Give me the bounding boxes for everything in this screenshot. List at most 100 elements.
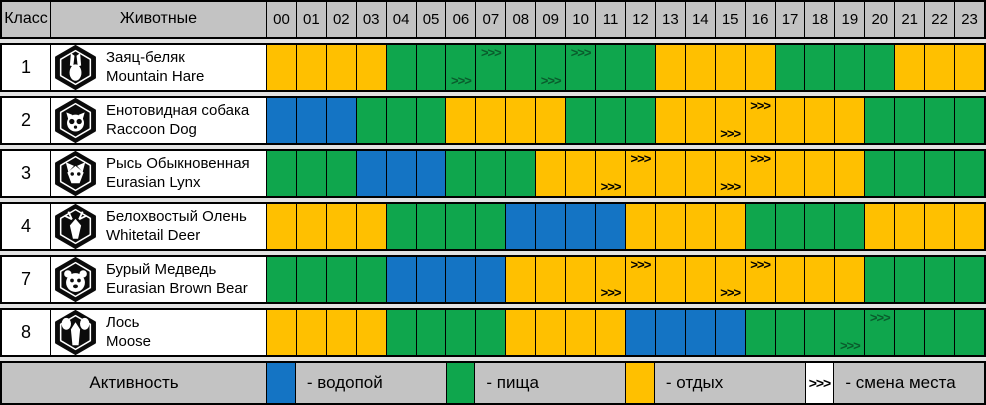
- activity-cell-h08: [505, 203, 536, 249]
- raccoon-dog-icon: [54, 97, 96, 143]
- activity-cell-h17: [774, 44, 805, 90]
- hour-header-11: 11: [595, 2, 625, 37]
- activity-cell-h18: [804, 150, 835, 196]
- hour-header-20: 20: [864, 2, 894, 37]
- activity-cell-h20: [864, 256, 895, 302]
- activity-cell-h23: [954, 44, 984, 90]
- move-marker: >>>: [839, 338, 861, 354]
- animal-row-bear: 7 Бурый Медведь Eurasian Brown Bear >>> >>> >…: [0, 254, 986, 304]
- activity-cell-h16: >>>: [744, 256, 775, 302]
- class-number: 8: [2, 309, 50, 355]
- activity-cell-h19: [834, 256, 865, 302]
- activity-cell-h02: [325, 150, 356, 196]
- activity-cell-h01: [295, 203, 326, 249]
- hare-icon: [51, 44, 99, 90]
- activity-cell-h04: [385, 256, 416, 302]
- table-header-row: Класс Животные 00 01 02 03 04 05 06 07 08 09 10 11 1…: [0, 0, 986, 39]
- activity-cell-h20: >>>: [864, 309, 895, 355]
- activity-cell-h08: [505, 256, 536, 302]
- activity-cell-h14: [684, 150, 715, 196]
- move-marker: >>>: [720, 126, 741, 142]
- activity-cell-h02: [325, 44, 356, 90]
- activity-cell-h13: [654, 203, 685, 249]
- activity-cell-h03: [355, 44, 386, 90]
- legend-swatch-water: [266, 362, 296, 403]
- activity-cell-h05: [415, 97, 446, 143]
- activity-cell-h09: >>>: [535, 44, 566, 90]
- class-column-header: Класс: [4, 10, 48, 28]
- hour-header-12: 12: [624, 2, 655, 37]
- hour-header-17: 17: [774, 2, 805, 37]
- activity-cell-h17: [774, 256, 805, 302]
- activity-cell-h16: >>>: [744, 97, 775, 143]
- activity-cell-h12: [624, 203, 655, 249]
- bear-icon: [51, 256, 99, 302]
- activity-cell-h11: [595, 309, 625, 355]
- hour-header-06: 06: [445, 2, 475, 37]
- activity-cell-h10: >>>: [565, 44, 596, 90]
- activity-cell-h12: [624, 309, 655, 355]
- activity-cell-h18: [804, 97, 835, 143]
- class-number: 3: [2, 150, 50, 196]
- move-marker: >>>: [570, 44, 592, 60]
- activity-cell-h05: [415, 150, 446, 196]
- activity-cell-h06: [445, 203, 476, 249]
- hour-header-10: 10: [565, 2, 595, 37]
- move-marker: >>>: [750, 97, 771, 113]
- activity-cell-h14: [684, 203, 715, 249]
- activity-cell-h21: [894, 203, 925, 249]
- activity-cell-h15: >>>: [714, 150, 745, 196]
- activity-cell-h05: [415, 309, 446, 355]
- activity-cell-h09: [535, 150, 566, 196]
- activity-cell-h20: [864, 97, 895, 143]
- legend-label-move: - смена места: [845, 372, 956, 392]
- deer-icon: [51, 203, 99, 249]
- activity-cell-h14: [684, 309, 715, 355]
- activity-cell-h00: [266, 203, 296, 249]
- hour-header-14: 14: [684, 2, 715, 37]
- move-marker: >>>: [750, 150, 771, 166]
- activity-cell-h07: [475, 150, 506, 196]
- activity-cell-h07: [475, 203, 506, 249]
- activity-cell-h14: [684, 256, 715, 302]
- activity-cell-h04: [385, 150, 416, 196]
- activity-cell-h06: [445, 97, 476, 143]
- activity-cell-h14: [684, 97, 715, 143]
- activity-cell-h08: [505, 309, 536, 355]
- activity-cell-h07: >>>: [475, 44, 506, 90]
- animal-cell: Рысь Обыкновенная Eurasian Lynx: [50, 150, 266, 196]
- activity-cell-h11: [595, 44, 625, 90]
- activity-cell-h00: [266, 309, 296, 355]
- move-marker: >>>: [600, 179, 622, 195]
- raccoon-dog-icon: [51, 97, 99, 143]
- activity-cell-h02: [325, 256, 356, 302]
- activity-cell-h05: [415, 256, 446, 302]
- animal-name-ru: Белохвостый Олень: [106, 207, 247, 225]
- activity-cell-h00: [266, 256, 296, 302]
- activity-cell-h21: [894, 256, 925, 302]
- activity-cell-h20: [864, 150, 895, 196]
- activity-cell-h03: [355, 203, 386, 249]
- activity-cell-h02: [325, 97, 356, 143]
- activity-cell-h22: [924, 203, 955, 249]
- activity-cell-h01: [295, 256, 326, 302]
- activity-cell-h22: [924, 97, 955, 143]
- animal-name-en: Moose: [106, 333, 152, 351]
- activity-cell-h02: [325, 309, 356, 355]
- animal-row-moose: 8 Лось Moose >>> >>>: [0, 307, 986, 357]
- activity-cell-h07: [475, 256, 506, 302]
- activity-cell-h04: [385, 203, 416, 249]
- activity-cell-h21: [894, 97, 925, 143]
- hare-icon: [54, 44, 96, 90]
- activity-cell-h17: [774, 97, 805, 143]
- animal-name-ru: Енотовидная собака: [106, 101, 250, 119]
- hour-header-23: 23: [954, 2, 984, 37]
- move-marker: >>>: [540, 73, 562, 89]
- hour-header-02: 02: [325, 2, 356, 37]
- class-number: 2: [2, 97, 50, 143]
- deer-icon: [54, 203, 96, 249]
- activity-cell-h19: >>>: [834, 309, 865, 355]
- hour-header-22: 22: [924, 2, 954, 37]
- activity-cell-h21: [894, 44, 925, 90]
